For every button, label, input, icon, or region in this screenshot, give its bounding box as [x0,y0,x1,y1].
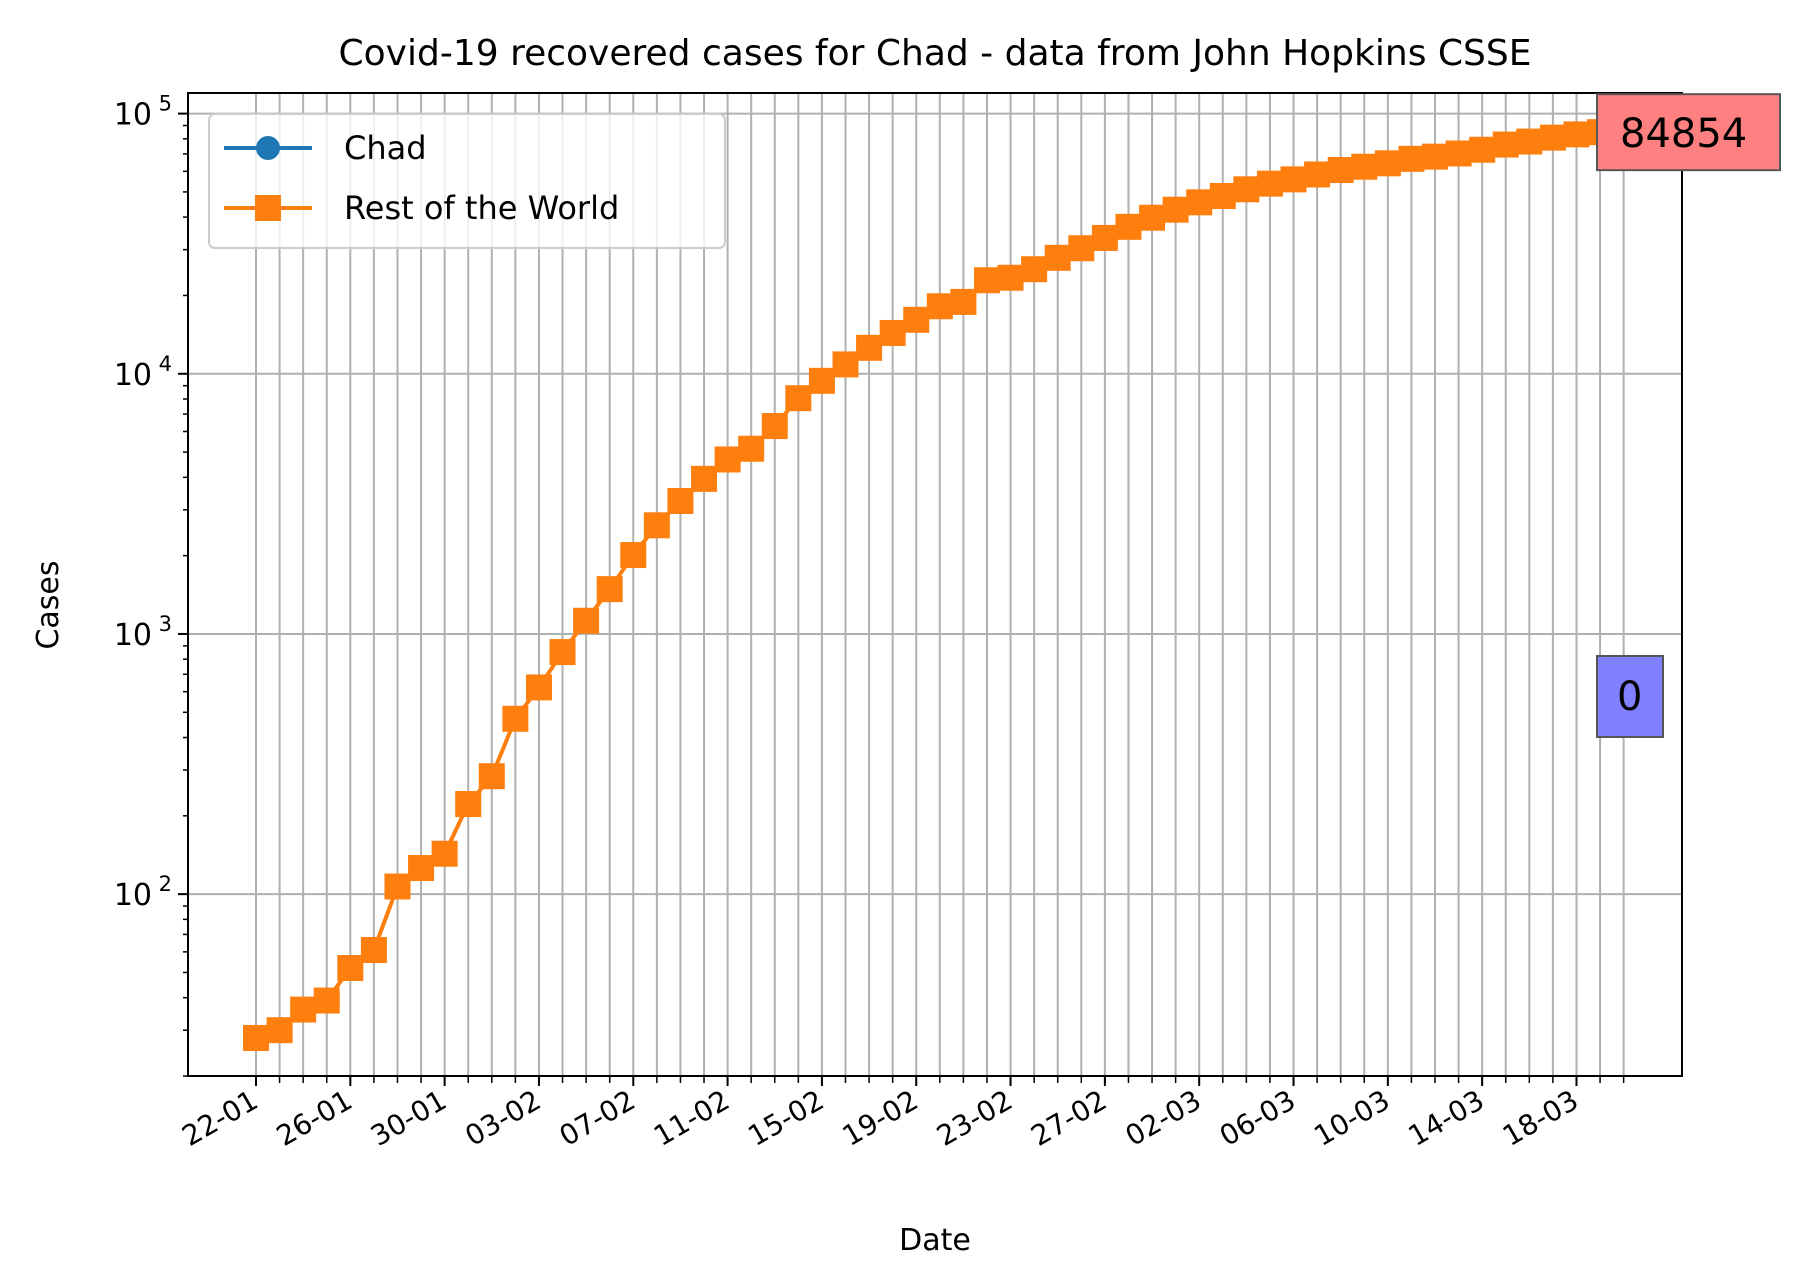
y-axis-label: Cases [31,560,66,649]
data-point-rest-of-the-world [478,763,505,790]
data-point-rest-of-the-world [1374,150,1401,177]
data-point-rest-of-the-world [1256,170,1283,197]
legend-marker-chad [256,136,280,160]
data-point-rest-of-the-world [408,855,435,882]
legend-box [208,113,726,249]
data-point-rest-of-the-world [1398,145,1425,172]
y-tick-label-exponent: 4 [159,352,172,376]
annotation-box-rest-of-the-world [1596,93,1781,172]
annotation-label-rest-of-the-world: 84854 [1620,111,1747,157]
data-point-rest-of-the-world [1233,176,1260,203]
data-point-rest-of-the-world [1044,244,1071,271]
data-point-rest-of-the-world [1091,224,1118,251]
data-point-rest-of-the-world [1068,235,1095,262]
data-point-rest-of-the-world [431,840,458,867]
data-point-rest-of-the-world [337,955,364,982]
annotations: 84854 0 [1596,93,1781,738]
data-point-rest-of-the-world [1445,140,1472,167]
plot-frame [187,92,1683,1077]
data-point-rest-of-the-world [455,791,482,818]
data-point-rest-of-the-world [997,264,1024,291]
y-tick-label-base: 10 [114,98,152,133]
data-point-rest-of-the-world [950,288,977,315]
data-point-rest-of-the-world [502,705,529,732]
data-point-rest-of-the-world [856,334,883,361]
data-point-rest-of-the-world [879,319,906,346]
data-point-rest-of-the-world [596,576,623,603]
data-point-rest-of-the-world [832,351,859,378]
data-point-rest-of-the-world [1115,213,1142,240]
data-point-rest-of-the-world [1539,124,1566,151]
data-point-rest-of-the-world [573,607,600,634]
chart-title: Covid-19 recovered cases for Chad - data… [339,33,1532,74]
data-point-rest-of-the-world [1563,121,1590,148]
data-point-rest-of-the-world [1351,153,1378,180]
data-point-rest-of-the-world [714,446,741,473]
y-tick-label: 10 [114,618,152,653]
data-point-rest-of-the-world [549,639,576,666]
data-point-rest-of-the-world [926,293,953,320]
data-point-rest-of-the-world [360,936,387,963]
y-tick-label-base: 10 [114,618,152,653]
annotation-label-chad: 0 [1617,674,1642,720]
data-point-rest-of-the-world [738,435,765,462]
x-axis-label: Date [899,1223,971,1258]
y-tick-label-base: 10 [114,358,152,393]
y-tick-label: 10 [114,878,152,913]
data-point-rest-of-the-world [808,367,835,394]
data-point-rest-of-the-world [1021,256,1048,283]
annotation-box-chad [1596,655,1664,738]
data-point-rest-of-the-world [1139,204,1166,231]
y-tick-label-base: 10 [114,878,152,913]
legend: Chad Rest of the World [208,113,726,249]
legend-label-chad: Chad [344,129,427,167]
data-point-rest-of-the-world [1209,182,1236,209]
data-point-rest-of-the-world [973,267,1000,294]
y-tick-label: 10 [114,358,152,393]
data-point-rest-of-the-world [290,996,317,1023]
data-point-rest-of-the-world [691,465,718,492]
data-point-rest-of-the-world [667,487,694,514]
data-point-rest-of-the-world [1186,189,1213,216]
data-point-rest-of-the-world [1516,128,1543,155]
series-layer [243,119,1637,1051]
data-point-rest-of-the-world [643,512,670,539]
data-point-rest-of-the-world [1162,196,1189,223]
data-point-rest-of-the-world [266,1017,293,1044]
data-point-rest-of-the-world [903,306,930,333]
data-point-rest-of-the-world [525,674,552,701]
data-point-rest-of-the-world [1327,157,1354,184]
y-tick-label: 10 [114,98,152,133]
y-tick-label-exponent: 3 [159,612,172,636]
data-point-rest-of-the-world [1492,131,1519,158]
data-point-rest-of-the-world [620,542,647,569]
data-point-rest-of-the-world [785,385,812,412]
legend-marker-rest-of-the-world [255,195,281,221]
data-point-rest-of-the-world [761,413,788,440]
data-point-rest-of-the-world [1280,166,1307,193]
data-point-rest-of-the-world [384,873,411,900]
data-point-rest-of-the-world [243,1024,269,1051]
data-point-rest-of-the-world [1304,161,1331,188]
data-point-rest-of-the-world [313,987,340,1014]
y-tick-label-exponent: 2 [159,872,172,896]
data-point-rest-of-the-world [1422,143,1448,170]
legend-label-rest-of-the-world: Rest of the World [344,189,619,227]
grid [188,93,1682,1076]
y-tick-label-exponent: 5 [159,92,172,116]
data-point-rest-of-the-world [1469,136,1496,163]
